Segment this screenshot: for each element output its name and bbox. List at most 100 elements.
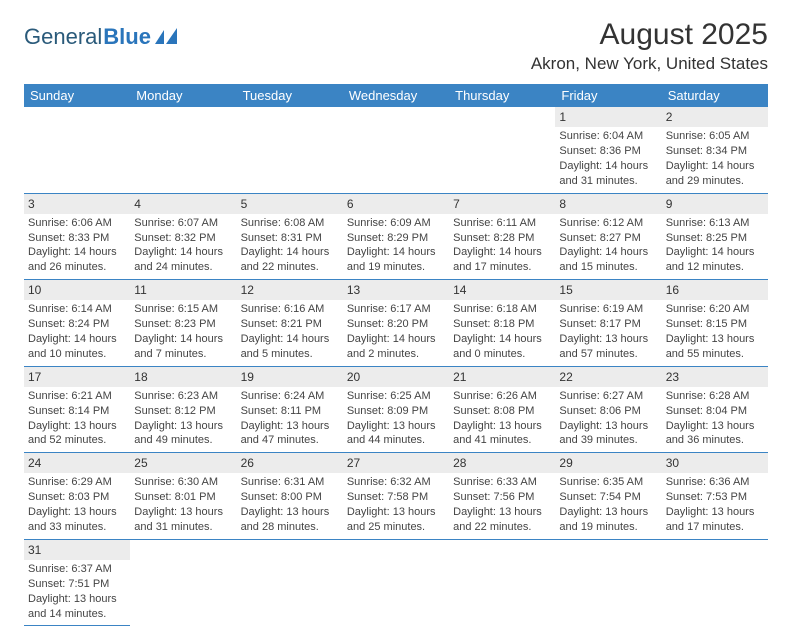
sunrise-line: Sunrise: 6:15 AM [134,302,232,317]
sunset-line: Sunset: 8:28 PM [453,231,551,246]
sunrise-line: Sunrise: 6:32 AM [347,475,445,490]
day-number: 23 [662,367,768,387]
weekday-header: Monday [130,84,236,107]
header: General Blue August 2025 Akron, New York… [24,18,768,74]
day-cell: 22Sunrise: 6:27 AMSunset: 8:06 PMDayligh… [555,366,661,453]
daylight-line: Daylight: 13 hours and 52 minutes. [28,419,126,449]
day-cell: 20Sunrise: 6:25 AMSunset: 8:09 PMDayligh… [343,366,449,453]
sunset-line: Sunset: 8:31 PM [241,231,339,246]
day-cell: 11Sunrise: 6:15 AMSunset: 8:23 PMDayligh… [130,280,236,367]
sunset-line: Sunset: 8:15 PM [666,317,764,332]
day-number: 3 [24,194,130,214]
day-number: 11 [130,280,236,300]
sunrise-line: Sunrise: 6:27 AM [559,389,657,404]
day-details: Sunrise: 6:25 AMSunset: 8:09 PMDaylight:… [347,389,445,448]
sunset-line: Sunset: 8:36 PM [559,144,657,159]
daylight-line: Daylight: 13 hours and 31 minutes. [134,505,232,535]
sunset-line: Sunset: 8:11 PM [241,404,339,419]
day-details: Sunrise: 6:15 AMSunset: 8:23 PMDaylight:… [134,302,232,361]
sunset-line: Sunset: 8:18 PM [453,317,551,332]
daylight-line: Daylight: 13 hours and 44 minutes. [347,419,445,449]
day-details: Sunrise: 6:33 AMSunset: 7:56 PMDaylight:… [453,475,551,534]
empty-cell: . [343,107,449,193]
sunrise-line: Sunrise: 6:30 AM [134,475,232,490]
daylight-line: Daylight: 14 hours and 2 minutes. [347,332,445,362]
sunset-line: Sunset: 8:32 PM [134,231,232,246]
calendar-row: .....1Sunrise: 6:04 AMSunset: 8:36 PMDay… [24,107,768,193]
daylight-line: Daylight: 14 hours and 5 minutes. [241,332,339,362]
weekday-header: Wednesday [343,84,449,107]
day-number: 4 [130,194,236,214]
empty-cell: . [237,107,343,193]
day-details: Sunrise: 6:19 AMSunset: 8:17 PMDaylight:… [559,302,657,361]
calendar-row: 3Sunrise: 6:06 AMSunset: 8:33 PMDaylight… [24,193,768,280]
sunrise-line: Sunrise: 6:16 AM [241,302,339,317]
daylight-line: Daylight: 13 hours and 57 minutes. [559,332,657,362]
day-cell: 27Sunrise: 6:32 AMSunset: 7:58 PMDayligh… [343,453,449,540]
day-details: Sunrise: 6:12 AMSunset: 8:27 PMDaylight:… [559,216,657,275]
day-details: Sunrise: 6:24 AMSunset: 8:11 PMDaylight:… [241,389,339,448]
day-number: 9 [662,194,768,214]
day-number: 18 [130,367,236,387]
day-cell: 2Sunrise: 6:05 AMSunset: 8:34 PMDaylight… [662,107,768,193]
day-cell: 19Sunrise: 6:24 AMSunset: 8:11 PMDayligh… [237,366,343,453]
day-details: Sunrise: 6:18 AMSunset: 8:18 PMDaylight:… [453,302,551,361]
sunrise-line: Sunrise: 6:36 AM [666,475,764,490]
day-details: Sunrise: 6:29 AMSunset: 8:03 PMDaylight:… [28,475,126,534]
day-cell: 15Sunrise: 6:19 AMSunset: 8:17 PMDayligh… [555,280,661,367]
empty-cell: . [555,539,661,626]
daylight-line: Daylight: 13 hours and 25 minutes. [347,505,445,535]
sunset-line: Sunset: 8:34 PM [666,144,764,159]
daylight-line: Daylight: 14 hours and 12 minutes. [666,245,764,275]
sunset-line: Sunset: 8:25 PM [666,231,764,246]
day-number: 2 [662,107,768,127]
day-number: 8 [555,194,661,214]
day-number: 25 [130,453,236,473]
day-details: Sunrise: 6:36 AMSunset: 7:53 PMDaylight:… [666,475,764,534]
location: Akron, New York, United States [531,54,768,74]
sunset-line: Sunset: 7:54 PM [559,490,657,505]
sunrise-line: Sunrise: 6:17 AM [347,302,445,317]
sunrise-line: Sunrise: 6:11 AM [453,216,551,231]
day-details: Sunrise: 6:17 AMSunset: 8:20 PMDaylight:… [347,302,445,361]
sunrise-line: Sunrise: 6:37 AM [28,562,126,577]
daylight-line: Daylight: 14 hours and 29 minutes. [666,159,764,189]
daylight-line: Daylight: 13 hours and 28 minutes. [241,505,339,535]
day-number: 6 [343,194,449,214]
day-number: 13 [343,280,449,300]
sunrise-line: Sunrise: 6:23 AM [134,389,232,404]
sunrise-line: Sunrise: 6:09 AM [347,216,445,231]
day-cell: 3Sunrise: 6:06 AMSunset: 8:33 PMDaylight… [24,193,130,280]
day-number: 26 [237,453,343,473]
empty-cell: . [24,107,130,193]
day-cell: 16Sunrise: 6:20 AMSunset: 8:15 PMDayligh… [662,280,768,367]
sunset-line: Sunset: 8:04 PM [666,404,764,419]
sunrise-line: Sunrise: 6:33 AM [453,475,551,490]
day-number: 27 [343,453,449,473]
day-cell: 12Sunrise: 6:16 AMSunset: 8:21 PMDayligh… [237,280,343,367]
day-number: 19 [237,367,343,387]
daylight-line: Daylight: 14 hours and 22 minutes. [241,245,339,275]
day-details: Sunrise: 6:16 AMSunset: 8:21 PMDaylight:… [241,302,339,361]
day-cell: 6Sunrise: 6:09 AMSunset: 8:29 PMDaylight… [343,193,449,280]
sunset-line: Sunset: 8:12 PM [134,404,232,419]
day-number: 16 [662,280,768,300]
calendar-row: 10Sunrise: 6:14 AMSunset: 8:24 PMDayligh… [24,280,768,367]
calendar-head: SundayMondayTuesdayWednesdayThursdayFrid… [24,84,768,107]
day-cell: 1Sunrise: 6:04 AMSunset: 8:36 PMDaylight… [555,107,661,193]
sunrise-line: Sunrise: 6:20 AM [666,302,764,317]
sunrise-line: Sunrise: 6:13 AM [666,216,764,231]
day-number: 29 [555,453,661,473]
daylight-line: Daylight: 13 hours and 33 minutes. [28,505,126,535]
daylight-line: Daylight: 14 hours and 17 minutes. [453,245,551,275]
day-cell: 26Sunrise: 6:31 AMSunset: 8:00 PMDayligh… [237,453,343,540]
sunset-line: Sunset: 8:33 PM [28,231,126,246]
day-number: 31 [24,540,130,560]
day-details: Sunrise: 6:13 AMSunset: 8:25 PMDaylight:… [666,216,764,275]
title-block: August 2025 Akron, New York, United Stat… [531,18,768,74]
month-title: August 2025 [531,18,768,52]
day-cell: 29Sunrise: 6:35 AMSunset: 7:54 PMDayligh… [555,453,661,540]
day-cell: 13Sunrise: 6:17 AMSunset: 8:20 PMDayligh… [343,280,449,367]
day-number: 10 [24,280,130,300]
sunset-line: Sunset: 8:24 PM [28,317,126,332]
